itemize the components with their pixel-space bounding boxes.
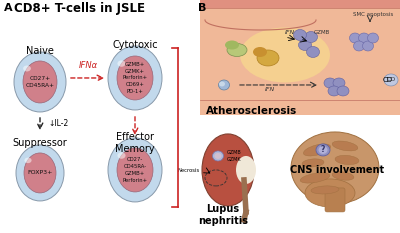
Text: CNS involvement: CNS involvement (290, 165, 384, 175)
Ellipse shape (240, 27, 330, 82)
Ellipse shape (304, 144, 330, 156)
Ellipse shape (294, 30, 306, 41)
Ellipse shape (362, 41, 374, 51)
Text: Effector
Memory: Effector Memory (115, 132, 155, 154)
Text: CD: CD (383, 77, 393, 83)
Text: Lupus
nephritis: Lupus nephritis (198, 204, 248, 226)
Ellipse shape (117, 56, 153, 100)
Text: Atherosclerosis: Atherosclerosis (206, 106, 297, 116)
Ellipse shape (118, 152, 126, 159)
Ellipse shape (306, 47, 320, 58)
Text: IFNα: IFNα (78, 61, 98, 70)
Ellipse shape (14, 52, 66, 112)
Text: Cytotoxic: Cytotoxic (112, 40, 158, 50)
Ellipse shape (368, 33, 378, 43)
Ellipse shape (214, 153, 222, 159)
Ellipse shape (291, 132, 379, 204)
Text: A: A (4, 3, 13, 13)
Text: Necrosis: Necrosis (178, 168, 200, 173)
Ellipse shape (354, 41, 364, 51)
Text: CD: CD (386, 78, 396, 82)
Text: CD8+ T-cells in JSLE: CD8+ T-cells in JSLE (14, 2, 145, 15)
Ellipse shape (23, 65, 31, 72)
Ellipse shape (23, 61, 57, 103)
Text: ?: ? (321, 145, 325, 154)
Ellipse shape (316, 144, 330, 156)
Ellipse shape (324, 78, 336, 88)
Ellipse shape (236, 156, 256, 184)
Ellipse shape (311, 186, 339, 194)
Ellipse shape (117, 148, 153, 192)
Ellipse shape (337, 86, 349, 96)
Ellipse shape (300, 173, 330, 183)
Ellipse shape (333, 78, 345, 88)
Ellipse shape (225, 41, 239, 49)
Text: FOXP3+: FOXP3+ (27, 171, 53, 175)
Ellipse shape (257, 50, 279, 66)
Text: IFN: IFN (285, 31, 295, 35)
Ellipse shape (350, 33, 360, 43)
Text: GZMB+
GZMK+
Perforin+
CD69+
PD-1+: GZMB+ GZMK+ Perforin+ CD69+ PD-1+ (122, 62, 148, 94)
Text: IFN: IFN (265, 87, 275, 92)
Text: CD27+
CD45RA+: CD27+ CD45RA+ (26, 76, 54, 88)
Text: SMC apoptosis: SMC apoptosis (353, 12, 393, 17)
Ellipse shape (227, 44, 247, 56)
Ellipse shape (384, 74, 398, 86)
Text: Naive: Naive (26, 46, 54, 56)
Ellipse shape (305, 179, 355, 207)
Ellipse shape (302, 159, 324, 167)
Ellipse shape (253, 47, 267, 57)
Text: GZMB
GZMK: GZMB GZMK (227, 150, 242, 161)
Ellipse shape (108, 46, 162, 110)
Text: CD27-
CD45RA-
GZMB+
Perforin+: CD27- CD45RA- GZMB+ Perforin+ (122, 157, 148, 183)
Ellipse shape (328, 86, 340, 96)
Ellipse shape (218, 80, 230, 90)
Ellipse shape (219, 82, 225, 86)
Ellipse shape (118, 60, 126, 67)
Ellipse shape (24, 158, 32, 163)
Ellipse shape (332, 172, 354, 180)
Ellipse shape (16, 145, 64, 201)
Ellipse shape (358, 33, 370, 43)
Ellipse shape (212, 151, 224, 161)
Ellipse shape (332, 141, 358, 151)
Text: ↓IL-2: ↓IL-2 (48, 120, 68, 128)
Text: B: B (198, 3, 206, 13)
FancyBboxPatch shape (200, 0, 400, 8)
FancyBboxPatch shape (200, 100, 400, 115)
Ellipse shape (318, 146, 328, 154)
FancyBboxPatch shape (325, 188, 345, 212)
Ellipse shape (304, 31, 318, 42)
Ellipse shape (298, 39, 312, 51)
Ellipse shape (202, 134, 254, 206)
Ellipse shape (108, 138, 162, 202)
Ellipse shape (24, 153, 56, 193)
Ellipse shape (335, 155, 359, 164)
Text: Suppressor: Suppressor (13, 138, 67, 148)
FancyBboxPatch shape (200, 8, 400, 115)
Text: GZMB: GZMB (314, 31, 330, 35)
